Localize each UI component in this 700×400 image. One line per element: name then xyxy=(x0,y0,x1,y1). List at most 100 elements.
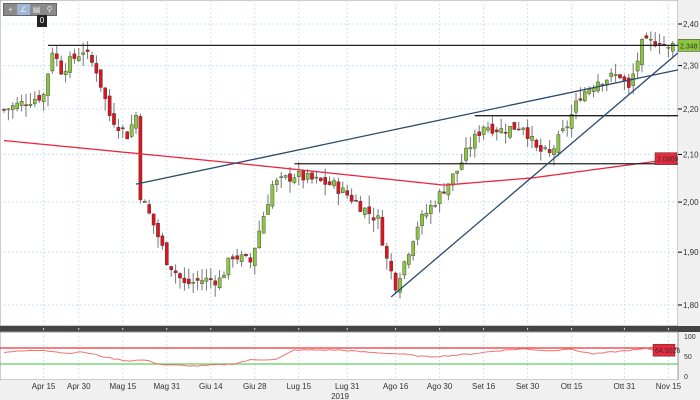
candle xyxy=(230,254,235,268)
candle xyxy=(341,181,345,194)
candle-body xyxy=(512,122,517,130)
candle-body xyxy=(310,172,314,180)
save-icon[interactable]: ▤ xyxy=(32,5,41,14)
candle-body xyxy=(455,170,460,174)
candle xyxy=(208,268,213,289)
candle xyxy=(358,195,363,212)
candle-body xyxy=(583,91,587,101)
x-tick-label: Giu 28 xyxy=(243,382,267,391)
candle-body xyxy=(107,95,112,116)
candle-body xyxy=(319,177,323,181)
candle-body xyxy=(213,280,218,286)
candle-body xyxy=(98,69,103,88)
candle xyxy=(24,93,28,117)
candle xyxy=(103,86,107,111)
x-tick-label: Nov 15 xyxy=(656,382,682,391)
candle xyxy=(292,173,297,185)
candle-body xyxy=(164,242,169,266)
candle-body xyxy=(191,282,196,284)
candle-body xyxy=(415,226,420,240)
candle-body xyxy=(649,38,653,41)
candle xyxy=(94,55,99,82)
candle xyxy=(543,145,547,151)
candle-body xyxy=(33,98,37,105)
candle xyxy=(120,125,125,138)
candle xyxy=(666,45,671,58)
candle xyxy=(283,174,288,180)
draw-line-icon[interactable]: ∠ xyxy=(17,4,30,15)
crosshair-icon[interactable]: + xyxy=(8,5,13,14)
candle-body xyxy=(297,171,301,177)
candle-body xyxy=(182,277,187,283)
rsi-value-label-bg xyxy=(652,343,676,357)
candle xyxy=(261,211,266,234)
candle-body xyxy=(138,116,143,201)
last-price-label: 2.348 xyxy=(680,43,698,50)
candle-body xyxy=(41,94,46,102)
x-tick-label: Ago 30 xyxy=(427,382,453,391)
candle xyxy=(15,97,20,112)
candle xyxy=(609,68,613,83)
candle xyxy=(81,42,85,67)
candle xyxy=(319,176,323,183)
zoom-icon[interactable]: ⚲ xyxy=(46,5,53,14)
candle xyxy=(266,194,270,215)
candle-body xyxy=(477,131,482,136)
candle-body xyxy=(288,173,292,182)
candle xyxy=(164,241,169,266)
candle xyxy=(495,127,499,141)
candle-body xyxy=(266,204,270,215)
candle-body xyxy=(103,87,107,100)
x-tick-label: Giu 14 xyxy=(199,382,223,391)
candle xyxy=(455,170,460,183)
candle-body xyxy=(503,132,508,134)
candle xyxy=(72,48,77,64)
candle xyxy=(222,271,226,278)
candle-body xyxy=(486,127,490,131)
candle-body xyxy=(495,129,499,133)
candle-body xyxy=(217,277,222,288)
candle xyxy=(530,125,534,149)
candle xyxy=(539,138,543,161)
candle xyxy=(468,136,473,158)
candle-body xyxy=(587,88,591,94)
candle xyxy=(6,107,11,121)
candle-body xyxy=(429,205,433,214)
candle xyxy=(178,272,182,289)
candle-body xyxy=(420,213,424,226)
candle xyxy=(37,90,41,104)
y-tick-label: 2,00 xyxy=(683,198,699,207)
candle xyxy=(437,189,442,213)
y-tick-label: 1,90 xyxy=(683,248,699,257)
candle xyxy=(508,126,512,140)
candle xyxy=(55,44,59,67)
candle-body xyxy=(68,56,72,73)
candle xyxy=(402,260,407,280)
trendline xyxy=(135,69,679,185)
candle-body xyxy=(305,173,310,180)
candle xyxy=(173,264,178,284)
x-tick-label: Set 30 xyxy=(516,382,540,391)
candle xyxy=(446,183,451,201)
candle-body xyxy=(578,98,583,101)
candle-body xyxy=(327,181,332,185)
candle xyxy=(517,121,521,131)
candle-body xyxy=(635,60,640,72)
candle-body xyxy=(341,187,345,193)
candle-body xyxy=(120,127,125,130)
candle-body xyxy=(569,114,574,129)
zero-button[interactable]: 0 xyxy=(37,15,47,27)
candle-body xyxy=(279,176,284,178)
candle xyxy=(156,219,160,248)
candle xyxy=(657,33,662,54)
candle-body xyxy=(142,201,147,203)
x-axis-title: 2019 xyxy=(331,392,349,400)
candle xyxy=(305,169,310,184)
candle xyxy=(10,102,15,119)
candle-body xyxy=(508,126,512,138)
candle xyxy=(534,138,539,152)
candle xyxy=(297,162,301,186)
candle-body xyxy=(270,184,275,207)
candle-body xyxy=(358,200,363,212)
